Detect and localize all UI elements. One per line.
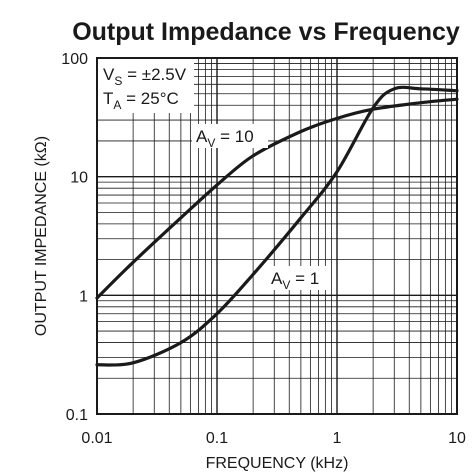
series-label-bg [268, 266, 326, 290]
x-tick-label: 10 [448, 430, 466, 447]
y-tick-labels: 0.1 1 10 100 [61, 51, 88, 424]
y-tick-label: 100 [61, 51, 88, 68]
conditions-box [98, 59, 194, 113]
x-tick-labels: 0.01 0.1 1 10 [81, 430, 466, 447]
x-tick-label: 1 [333, 430, 342, 447]
y-tick-label: 10 [70, 170, 88, 187]
ta-condition: TA = 25°C [103, 89, 179, 112]
chart-title: Output Impedance vs Frequency [72, 18, 460, 46]
series-line-1 [95, 85, 459, 367]
y-tick-label: 0.1 [66, 407, 88, 424]
series-label-av1: AV = 1 [271, 269, 319, 292]
y-axis-label: OUTPUT IMPEDANCE (kΩ) [33, 136, 50, 336]
y-tick-label: 1 [79, 288, 88, 305]
plot-frame [96, 57, 458, 415]
grid [97, 58, 457, 414]
x-tick-label: 0.1 [206, 430, 228, 447]
series-label-bg [192, 124, 268, 148]
series-group [95, 85, 459, 367]
vs-condition: VS = ±2.5V [103, 65, 187, 88]
x-tick-label: 0.01 [81, 430, 112, 447]
series-label-av10: AV = 10 [196, 127, 254, 150]
x-axis-label: FREQUENCY (kHz) [206, 455, 349, 472]
series-line-0 [95, 97, 459, 300]
